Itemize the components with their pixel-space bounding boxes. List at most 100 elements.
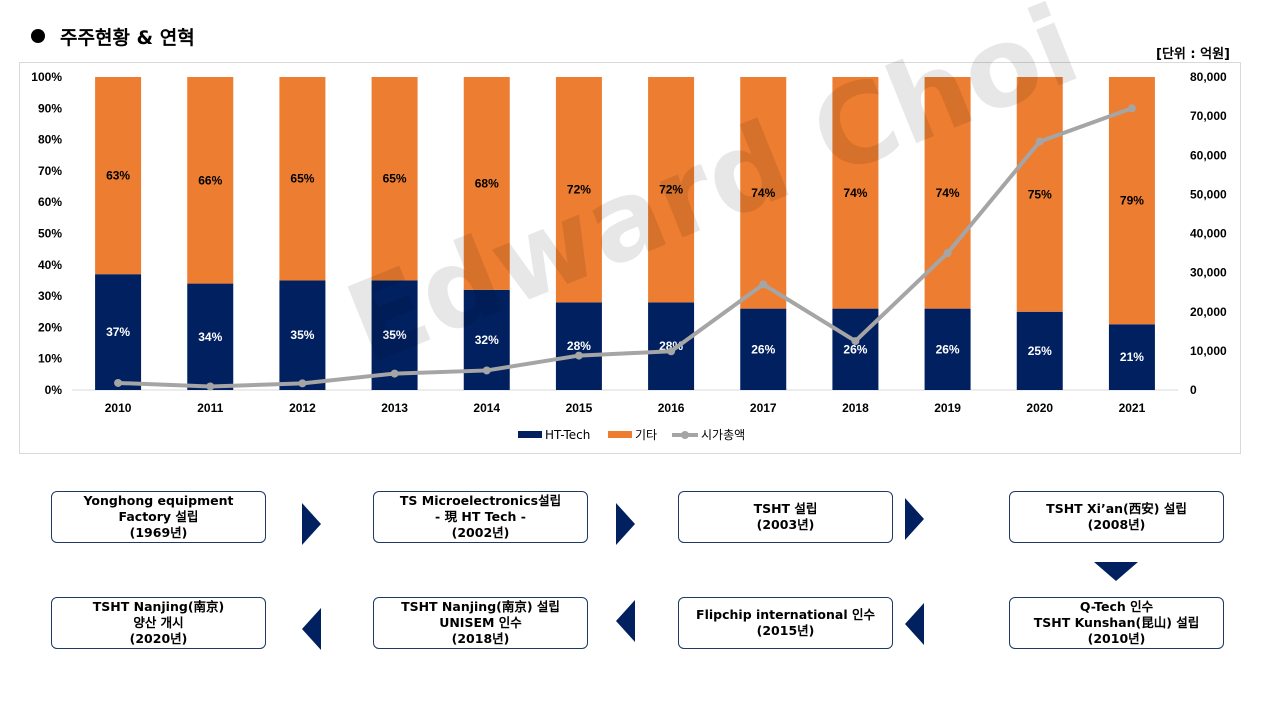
data-label-others: 63% <box>106 169 130 183</box>
x-axis-tick-label: 2019 <box>934 401 961 415</box>
timeline-text: TSHT 설립 <box>753 501 818 516</box>
market-cap-line <box>118 106 1133 389</box>
timeline-text: 양산 개시 <box>133 615 184 630</box>
bar-ht-tech <box>187 283 234 390</box>
market-cap-point <box>759 280 768 289</box>
data-label-others: 74% <box>843 186 867 200</box>
left-axis-tick-label: 60% <box>38 195 62 209</box>
market-cap-point <box>574 351 583 360</box>
bar-ht-tech <box>832 308 879 390</box>
market-cap-point <box>667 347 676 356</box>
timeline-text: TSHT Nanjing(南京) 설립 <box>401 599 560 614</box>
data-label-others: 68% <box>475 176 499 190</box>
data-label-others: 65% <box>290 172 314 186</box>
bar-others <box>371 77 418 281</box>
timeline-text: (2003년) <box>756 517 815 532</box>
left-axis-tick-label: 90% <box>38 101 62 115</box>
market-cap-point <box>114 378 123 387</box>
market-cap-point <box>851 337 860 346</box>
left-axis-tick-label: 0% <box>45 383 63 397</box>
x-axis-tick-label: 2013 <box>381 401 408 415</box>
left-axis-tick-label: 70% <box>38 164 62 178</box>
timeline-text: (2008년) <box>1087 517 1146 532</box>
data-label-others: 75% <box>1028 187 1052 201</box>
bar-others <box>187 77 234 284</box>
right-axis-tick-label: 0 <box>1190 383 1197 397</box>
timeline-text: TSHT Xi’an(西安) 설립 <box>1046 501 1187 516</box>
timeline-text: (2010년) <box>1087 631 1146 646</box>
left-axis-tick-label: 20% <box>38 320 62 334</box>
bar-ht-tech <box>555 302 602 390</box>
bar-others <box>463 77 510 290</box>
timeline-text: - 現 HT Tech - <box>435 509 526 524</box>
arrow-left-icon <box>905 603 924 645</box>
timeline-text: (2015년) <box>756 623 815 638</box>
timeline-text: TS Microelectronics설립 <box>399 493 562 508</box>
timeline-text: TSHT Nanjing(南京) <box>92 599 225 614</box>
timeline-text: Yonghong equipment <box>83 493 234 508</box>
x-axis-tick-label: 2015 <box>566 401 593 415</box>
bar-ht-tech <box>924 308 971 390</box>
market-cap-point <box>206 382 215 391</box>
legend-label-ht-tech: HT-Tech <box>545 428 590 442</box>
x-axis-tick-label: 2020 <box>1026 401 1053 415</box>
timeline-step-1969: Yonghong equipment Factory 설립 (1969년) <box>51 491 266 543</box>
timeline-text: (2002년) <box>451 525 510 540</box>
left-axis-tick-label: 30% <box>38 289 62 303</box>
data-label-ht-tech: 28% <box>567 339 591 353</box>
data-label-ht-tech: 26% <box>843 342 867 356</box>
data-label-ht-tech: 34% <box>198 330 222 344</box>
x-axis-tick-label: 2021 <box>1119 401 1146 415</box>
data-label-ht-tech: 35% <box>383 328 407 342</box>
bar-ht-tech <box>740 308 787 390</box>
left-axis-tick-label: 10% <box>38 352 62 366</box>
market-cap-point <box>1035 137 1044 146</box>
data-label-others: 72% <box>659 183 683 197</box>
legend-label-others: 기타 <box>635 428 657 442</box>
left-axis-tick-label: 100% <box>31 70 62 84</box>
right-axis-tick-label: 70,000 <box>1190 109 1227 123</box>
legend-swatch-others <box>608 431 632 438</box>
timeline-step-2002: TS Microelectronics설립 - 現 HT Tech - (200… <box>373 491 588 543</box>
x-axis-tick-label: 2011 <box>197 401 223 415</box>
timeline-text: Factory 설립 <box>118 509 199 524</box>
right-axis-tick-label: 50,000 <box>1190 187 1227 201</box>
arrow-right-icon <box>302 503 321 545</box>
bar-others <box>648 77 695 303</box>
right-axis-tick-label: 40,000 <box>1190 227 1227 241</box>
market-cap-point <box>390 369 399 378</box>
unit-label: [단위 : 억원] <box>1156 47 1230 62</box>
right-axis-tick-label: 10,000 <box>1190 344 1227 358</box>
data-label-ht-tech: 26% <box>751 342 775 356</box>
market-cap-point <box>1127 104 1136 113</box>
timeline-text: (2018년) <box>451 631 510 646</box>
timeline-text: (2020년) <box>129 631 188 646</box>
arrow-left-icon <box>302 608 321 650</box>
data-label-others: 74% <box>751 186 775 200</box>
data-label-ht-tech: 26% <box>936 342 960 356</box>
timeline-text: Q-Tech 인수 <box>1079 599 1154 614</box>
market-cap-point <box>482 366 491 375</box>
legend-label-market-cap: 시가총액 <box>701 428 745 442</box>
timeline-text: (1969년) <box>129 525 188 540</box>
data-label-others: 74% <box>936 186 960 200</box>
bar-others <box>1016 77 1063 312</box>
x-axis-tick-label: 2012 <box>289 401 316 415</box>
arrow-left-icon <box>616 600 635 642</box>
shareholder-chart: 0% 10% 20% 30% 40% 50% 60% 70% 80% 90% 100% 0 10,000… <box>31 70 1227 442</box>
data-label-others: 66% <box>198 173 222 187</box>
market-cap-point <box>943 249 952 258</box>
data-label-ht-tech: 35% <box>290 328 314 342</box>
bar-ht-tech <box>279 280 326 390</box>
timeline-text: Flipchip international 인수 <box>696 607 875 622</box>
bar-ht-tech <box>648 302 695 390</box>
bar-others <box>1108 77 1155 325</box>
arrow-right-icon <box>616 503 635 545</box>
right-axis-tick-label: 20,000 <box>1190 305 1227 319</box>
bar-others <box>95 77 142 275</box>
data-label-ht-tech: 21% <box>1120 350 1144 364</box>
bar-others <box>832 77 879 309</box>
right-axis-tick-label: 30,000 <box>1190 266 1227 280</box>
bar-others <box>555 77 602 303</box>
bar-ht-tech <box>95 274 142 390</box>
